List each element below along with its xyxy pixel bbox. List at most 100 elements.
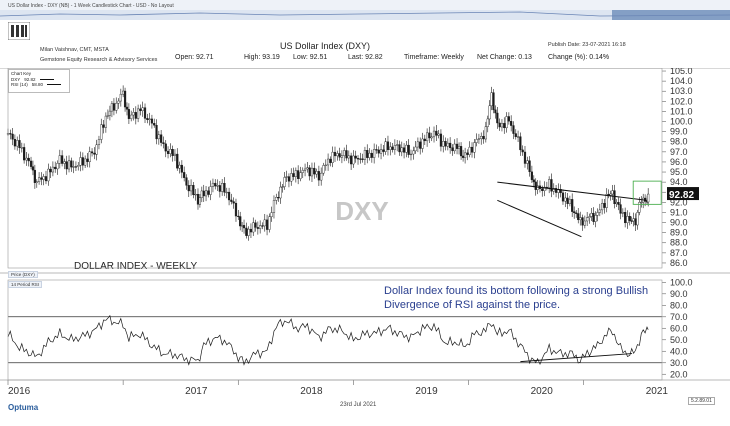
candle-body <box>134 112 137 119</box>
chart-key-legend[interactable]: Chart Key DXY 92.82 RSI (14) 58.80 <box>8 69 70 93</box>
candle-body <box>88 151 91 162</box>
candle-body <box>268 216 271 230</box>
rsi-tick-label: 50.0 <box>670 335 688 345</box>
time-axis: 2016 2017 2018 2019 2020 2021 <box>0 379 730 397</box>
candle-body <box>571 199 574 212</box>
candle-body <box>310 167 314 177</box>
candle-body <box>294 170 297 177</box>
candle-body <box>619 204 622 214</box>
candle-body <box>486 118 489 127</box>
candle-body <box>615 202 618 205</box>
candle-body <box>586 217 589 222</box>
candle-body <box>23 147 26 161</box>
candle-body <box>490 92 493 107</box>
candle-body <box>592 212 595 222</box>
time-tick-label: 2018 <box>300 386 323 397</box>
candle-body <box>146 118 149 120</box>
candle-body <box>412 150 415 155</box>
candle-body <box>507 116 510 122</box>
price-panel-tag[interactable]: Price (DXY) <box>8 271 38 278</box>
candle-body <box>514 133 517 138</box>
time-tick-label: 2020 <box>531 386 554 397</box>
candle-body <box>459 146 463 157</box>
candle-body <box>516 136 520 138</box>
candle-body <box>324 164 327 166</box>
candle-body <box>457 146 461 149</box>
candle-body <box>100 124 103 140</box>
candle-body <box>155 125 158 140</box>
chart-area[interactable]: 86.087.088.089.090.091.092.093.094.095.0… <box>0 68 730 402</box>
candle-body <box>500 123 504 128</box>
navigator-minichart[interactable] <box>0 10 730 20</box>
candle-body <box>596 212 599 216</box>
candle-body <box>285 176 288 178</box>
candle-body <box>566 197 569 204</box>
candle-body <box>162 142 165 145</box>
candle-body <box>336 153 339 157</box>
candle-body <box>317 171 320 181</box>
candle-body <box>477 138 481 140</box>
candle-body <box>559 189 562 194</box>
candle-body <box>141 107 144 111</box>
candle-body <box>550 179 553 192</box>
candle-body <box>29 160 33 167</box>
candle-body <box>352 155 355 165</box>
candle-body <box>67 160 71 170</box>
candle-body <box>234 202 238 217</box>
candle-body <box>194 193 197 196</box>
candle-body <box>187 185 190 192</box>
candle-body <box>47 168 50 182</box>
candle-body <box>281 186 284 188</box>
rsi-tick-label: 60.0 <box>670 323 688 333</box>
candle-body <box>333 151 337 157</box>
candle-body <box>58 155 61 164</box>
candle-body <box>209 186 212 195</box>
candle-body <box>20 147 23 149</box>
rsi-panel-tag[interactable]: 14 Period RSI <box>8 281 43 288</box>
candle-body <box>119 93 122 102</box>
candle-body <box>173 153 177 156</box>
candle-body <box>259 225 262 229</box>
candle-body <box>160 134 163 143</box>
candle-body <box>444 141 447 147</box>
candle-body <box>601 203 604 211</box>
candle-body <box>204 190 208 197</box>
candle-body <box>466 152 469 155</box>
candle-body <box>139 108 142 111</box>
candle-body <box>437 133 440 136</box>
candle-body <box>628 216 631 221</box>
candle-body <box>164 143 167 152</box>
candle-body <box>407 144 410 155</box>
price-tick-label: 105.0 <box>670 68 693 76</box>
candle-body <box>225 191 228 194</box>
candle-body <box>9 133 12 135</box>
candle-body <box>526 160 529 164</box>
candle-body <box>636 212 639 226</box>
publish-date: Publish Date: 23-07-2021 16:18 <box>548 42 626 48</box>
candle-body <box>475 139 478 143</box>
price-tick-label: 91.0 <box>670 207 688 217</box>
candle-body <box>613 190 616 205</box>
candle-body <box>11 133 14 140</box>
candle-body <box>176 153 179 169</box>
candle-body <box>72 166 75 168</box>
candle-body <box>265 219 269 230</box>
candle-body <box>386 141 390 150</box>
price-tick-label: 100.0 <box>670 117 693 127</box>
candle-body <box>308 167 311 177</box>
candle-body <box>95 144 98 155</box>
price-axis: 86.087.088.089.090.091.092.093.094.095.0… <box>662 68 699 268</box>
candle-body <box>65 161 68 170</box>
optuma-logo: Optuma <box>8 403 39 412</box>
navigator-strip[interactable]: US Dollar Index - DXY (NB) - 1 Week Cand… <box>0 0 730 21</box>
candle-body <box>359 158 362 160</box>
dxy-watermark: DXY <box>335 196 388 226</box>
candle-body <box>530 171 533 180</box>
candle-body <box>102 124 105 128</box>
candle-body <box>79 157 82 166</box>
candle-body <box>290 173 293 182</box>
candle-body <box>482 136 485 140</box>
candle-body <box>86 158 89 162</box>
price-candles <box>6 85 650 241</box>
candle-body <box>480 136 483 139</box>
